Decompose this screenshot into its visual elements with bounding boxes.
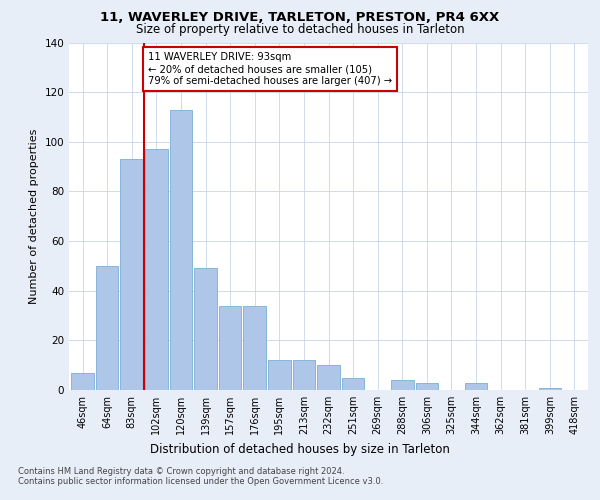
Text: 11, WAVERLEY DRIVE, TARLETON, PRESTON, PR4 6XX: 11, WAVERLEY DRIVE, TARLETON, PRESTON, P… (100, 11, 500, 24)
Bar (170, 110, 192, 390)
Text: Contains public sector information licensed under the Open Government Licence v3: Contains public sector information licen… (18, 477, 383, 486)
Bar (391, 380, 413, 390)
Text: Distribution of detached houses by size in Tarleton: Distribution of detached houses by size … (150, 442, 450, 456)
Text: Contains HM Land Registry data © Crown copyright and database right 2024.: Contains HM Land Registry data © Crown c… (18, 467, 344, 476)
Text: Size of property relative to detached houses in Tarleton: Size of property relative to detached ho… (136, 22, 464, 36)
Bar (465, 382, 487, 390)
Bar (121, 159, 143, 390)
Text: 11 WAVERLEY DRIVE: 93sqm
← 20% of detached houses are smaller (105)
79% of semi-: 11 WAVERLEY DRIVE: 93sqm ← 20% of detach… (148, 52, 392, 86)
Bar (194, 268, 217, 390)
Bar (244, 306, 266, 390)
Bar (342, 378, 364, 390)
Bar (96, 266, 118, 390)
Bar (268, 360, 290, 390)
Bar (539, 388, 561, 390)
Bar (71, 372, 94, 390)
Bar (219, 306, 241, 390)
Bar (416, 382, 438, 390)
Bar (145, 149, 167, 390)
Bar (293, 360, 315, 390)
Bar (317, 365, 340, 390)
Y-axis label: Number of detached properties: Number of detached properties (29, 128, 39, 304)
